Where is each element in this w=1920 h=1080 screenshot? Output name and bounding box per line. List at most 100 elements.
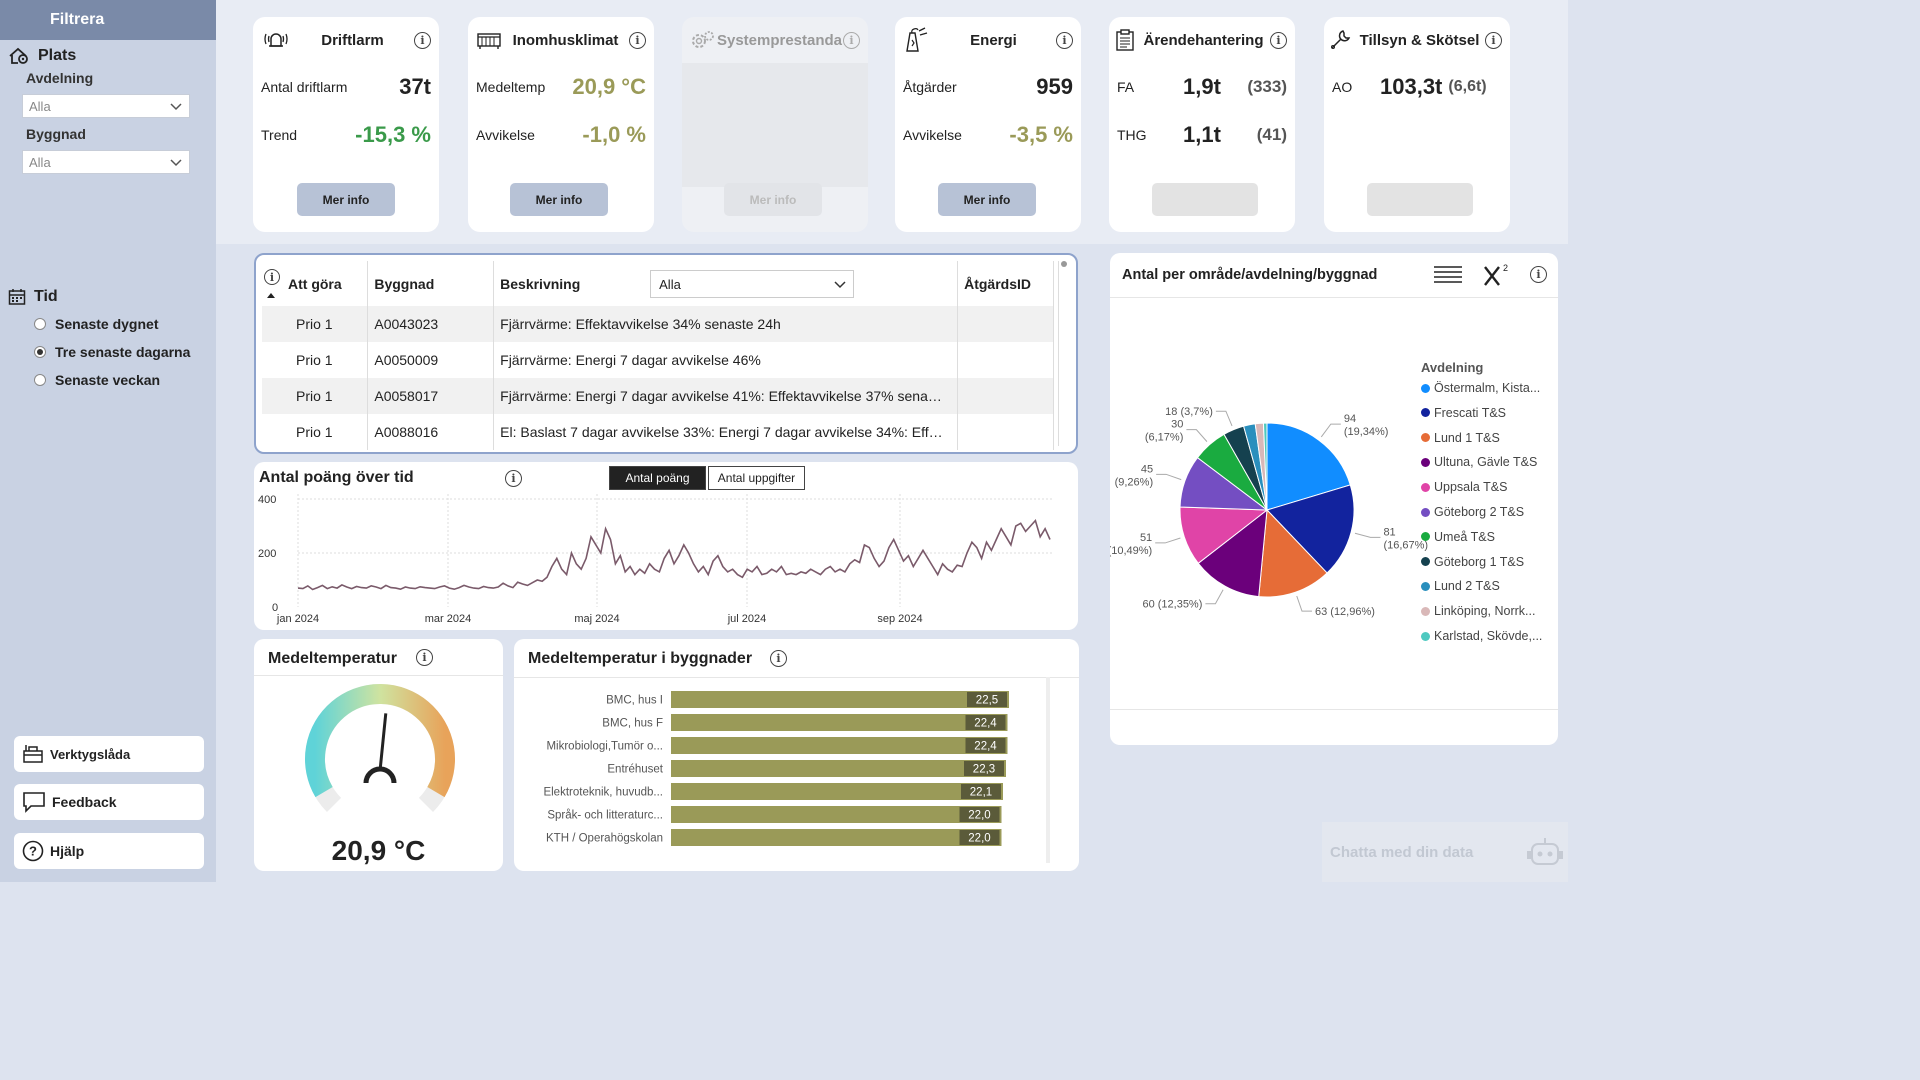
table-row[interactable]: Prio 1 A0050009 Fjärrvärme: Energi 7 dag… (262, 342, 1054, 378)
pie-leader-line (1205, 589, 1224, 605)
cell-byggnad: A0050009 (367, 342, 495, 378)
legend-item[interactable]: Uppsala T&S (1421, 480, 1507, 494)
hjalp-button[interactable]: ? Hjälp (14, 833, 204, 869)
byggnad-value: Alla (29, 155, 51, 170)
legend-swatch (1421, 581, 1430, 591)
mer-info-button[interactable]: Mer info (297, 183, 395, 216)
pie-data-label: 18 (3,7%) (1165, 406, 1213, 418)
kpi-label: Trend (261, 127, 298, 143)
pie-slice[interactable] (1262, 422, 1268, 511)
toggle-antal-uppgifter[interactable]: Antal uppgifter (708, 466, 805, 490)
kpi-value: 103,3t (1380, 74, 1443, 99)
legend-item[interactable]: Ultuna, Gävle T&S (1421, 455, 1537, 469)
pie-slice[interactable] (1266, 422, 1351, 511)
cell-beskrivning: El: Baslast 7 dagar avvikelse 33%: Energ… (493, 414, 959, 450)
info-icon[interactable]: i (505, 470, 522, 487)
pie-data-label: 51 (1140, 532, 1152, 544)
bar[interactable] (671, 806, 1002, 823)
legend-item[interactable]: Göteborg 2 T&S (1421, 505, 1524, 519)
kpi-title: Systemprestanda (716, 31, 843, 49)
kpi-label: AO (1332, 79, 1353, 95)
pie-slice[interactable] (1197, 508, 1268, 598)
info-icon[interactable]: i (843, 31, 860, 49)
pie-leader-line (1156, 473, 1182, 481)
legend-label: Linköping, Norrk... (1434, 604, 1536, 619)
legend-item[interactable]: Östermalm, Kista... (1421, 381, 1540, 395)
legend-item[interactable]: Umeå T&S (1421, 530, 1495, 544)
bar[interactable] (671, 783, 1003, 800)
pie-slice[interactable] (1266, 484, 1355, 574)
bar[interactable] (671, 691, 1009, 708)
radio-senaste-dygnet[interactable]: Senaste dygnet (34, 316, 158, 332)
legend-item[interactable]: Linköping, Norrk... (1421, 604, 1535, 618)
table-row[interactable]: Prio 1 A0088016 El: Baslast 7 dagar avvi… (262, 414, 1054, 450)
gauge-value: 20,9 °C (331, 835, 426, 866)
info-icon[interactable]: i (416, 649, 433, 666)
avdelning-select[interactable]: Alla (22, 94, 190, 118)
col-header-att-gora[interactable]: i Att göra (262, 261, 369, 306)
kpi-button-blank[interactable] (1152, 183, 1258, 216)
pie-data-label: 60 (12,35%) (1142, 599, 1202, 611)
gauge-chart (305, 684, 455, 813)
cell-atgardsid (957, 342, 1054, 378)
beskrivning-filter-select[interactable]: Alla (650, 270, 855, 298)
table-scrollbar[interactable] (1058, 261, 1067, 446)
pie-slice[interactable] (1258, 508, 1328, 598)
col-header-atgardsid[interactable]: ÅtgärdsID (957, 261, 1054, 306)
legend-item[interactable]: Lund 2 T&S (1421, 579, 1500, 593)
bar-value-label: 22,4 (974, 718, 997, 730)
info-icon[interactable]: i (1270, 31, 1287, 49)
pie-data-label-pct: (10,49%) (1110, 545, 1152, 557)
bar-category-label: Elektroteknik, huvudb... (543, 787, 663, 799)
info-icon[interactable]: i (1056, 31, 1073, 49)
cell-atgardsid (957, 414, 1054, 450)
legend-item[interactable]: Göteborg 1 T&S (1421, 555, 1524, 569)
mer-info-button[interactable]: Mer info (938, 183, 1036, 216)
toggle-antal-poang[interactable]: Antal poäng (609, 466, 706, 490)
verktygslada-button[interactable]: Verktygslåda (14, 736, 204, 772)
wrench-icon (1331, 30, 1351, 49)
legend-item[interactable]: Frescati T&S (1421, 406, 1506, 420)
bar[interactable] (671, 714, 1008, 731)
mer-info-button[interactable]: Mer info (510, 183, 608, 216)
pie-data-label: 45 (1141, 463, 1153, 475)
bar-category-label: BMC, hus I (606, 695, 663, 707)
bar-category-label: BMC, hus F (602, 718, 663, 730)
legend-item[interactable]: Karlstad, Skövde,... (1421, 629, 1542, 643)
info-icon[interactable]: i (770, 650, 787, 667)
avdelning-value: Alla (29, 99, 51, 114)
legend-item[interactable]: Lund 1 T&S (1421, 431, 1500, 445)
col-header-byggnad[interactable]: Byggnad (367, 261, 495, 306)
bar-scrollbar[interactable] (1046, 677, 1050, 863)
col-header-beskrivning[interactable]: Beskrivning Alla (493, 261, 959, 306)
col-header-label: Beskrivning (500, 275, 581, 292)
kpi-button-blank[interactable] (1367, 183, 1473, 216)
info-icon[interactable]: i (1485, 31, 1502, 49)
chevron-down-icon (170, 159, 182, 167)
info-icon[interactable]: i (414, 31, 431, 49)
radio-tre-senaste-dagarna[interactable]: Tre senaste dagarna (34, 344, 190, 360)
table-row[interactable]: Prio 1 A0058017 Fjärrvärme: Energi 7 dag… (262, 378, 1054, 414)
help-icon: ? (22, 840, 44, 862)
kpi-title: Ärendehantering (1143, 31, 1264, 49)
info-icon[interactable]: i (264, 269, 280, 285)
drilldown-icon[interactable]: 2 (1482, 262, 1510, 288)
list-view-icon[interactable] (1433, 264, 1463, 286)
kpi-title: Tillsyn & Skötsel (1359, 31, 1480, 49)
bar[interactable] (671, 760, 1006, 777)
filter-sidebar: Filtrera Plats Avdelning Alla Byggnad Al… (0, 0, 216, 882)
table-row[interactable]: Prio 1 A0043023 Fjärrvärme: Effektavvike… (262, 306, 1054, 342)
chat-button[interactable]: Chatta med din data (1322, 822, 1568, 882)
radio-senaste-veckan[interactable]: Senaste veckan (34, 372, 160, 388)
info-icon[interactable]: i (629, 31, 646, 49)
gauge-title: Medeltemperatur (268, 650, 397, 667)
byggnad-select[interactable]: Alla (22, 150, 190, 174)
info-icon[interactable]: i (1530, 266, 1547, 283)
bar[interactable] (671, 829, 1002, 846)
bar[interactable] (671, 737, 1008, 754)
feedback-button[interactable]: Feedback (14, 784, 204, 820)
bar-value-badge (965, 715, 1006, 730)
kpi-label: Åtgärder (903, 79, 957, 95)
chat-label: Chatta med din data (1330, 843, 1474, 861)
line-series (297, 519, 1051, 591)
